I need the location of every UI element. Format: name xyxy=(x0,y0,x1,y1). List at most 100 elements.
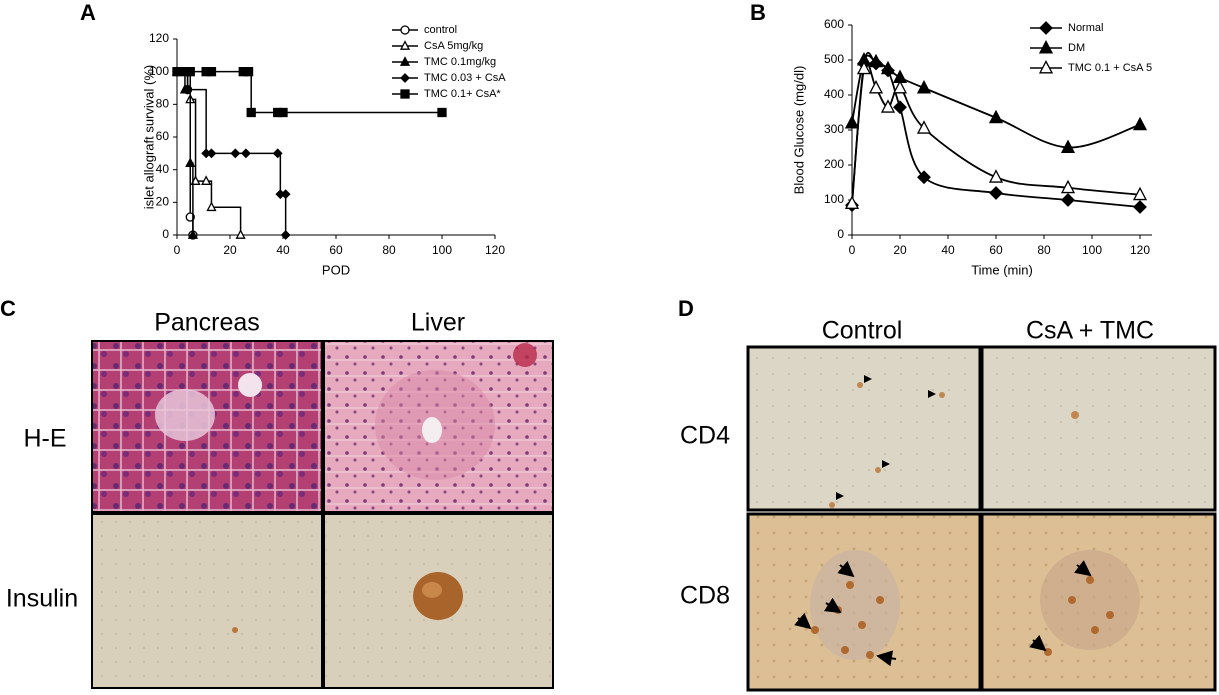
arrows xyxy=(1029,560,1092,652)
x-tick-label: 60 xyxy=(329,243,343,257)
y-axis-title: islet allograft survival (%) xyxy=(141,65,156,210)
legend-label: Normal xyxy=(1068,22,1103,34)
panel-letter: A xyxy=(80,0,96,25)
y-tick-label: 500 xyxy=(824,52,844,66)
x-tick-label: 20 xyxy=(893,243,907,257)
marker xyxy=(280,189,291,200)
row-header: CD4 xyxy=(680,422,730,450)
marker xyxy=(201,175,212,185)
marker xyxy=(185,157,196,167)
x-axis-title: POD xyxy=(322,262,350,277)
marker xyxy=(400,89,410,99)
marker xyxy=(182,84,193,95)
legend-label: TMC 0.03 + CsA xyxy=(424,72,506,84)
marker xyxy=(868,80,884,94)
x-tick-label: 0 xyxy=(849,243,856,257)
marker xyxy=(206,201,217,212)
marker xyxy=(989,186,1003,200)
marker xyxy=(868,53,884,68)
marker xyxy=(917,170,931,185)
column-header: CsA + TMC xyxy=(1026,317,1154,345)
marker xyxy=(892,80,908,94)
y-tick-label: 40 xyxy=(156,162,170,176)
y-tick-label: 0 xyxy=(162,227,169,241)
step-line xyxy=(187,88,207,154)
x-tick-label: 120 xyxy=(1130,243,1150,257)
marker xyxy=(240,148,251,159)
marker xyxy=(246,107,256,118)
y-tick-label: 300 xyxy=(824,122,844,136)
y-tick-label: 120 xyxy=(149,31,169,45)
marker xyxy=(230,148,241,159)
legend-label: DM xyxy=(1068,42,1085,54)
legend-label: TMC 0.1 + CsA 5 xyxy=(1068,62,1152,74)
arrows xyxy=(794,560,897,667)
y-tick-label: 600 xyxy=(824,17,844,31)
x-tick-label: 100 xyxy=(1082,243,1102,257)
marker xyxy=(400,25,410,35)
x-axis-title: Time (min) xyxy=(971,262,1033,277)
marker xyxy=(1038,60,1054,74)
micrograph xyxy=(980,345,1217,512)
stain xyxy=(857,382,863,388)
micrograph xyxy=(91,513,323,689)
x-tick-label: 80 xyxy=(382,243,396,257)
marker xyxy=(206,67,217,77)
marker xyxy=(187,229,198,239)
x-tick-label: 0 xyxy=(174,243,181,257)
column-header: Liver xyxy=(411,309,465,337)
x-tick-label: 20 xyxy=(223,243,237,257)
marker xyxy=(893,100,907,115)
panel-letter: C xyxy=(0,296,16,321)
y-tick-label: 200 xyxy=(824,157,844,171)
islet xyxy=(1040,550,1140,650)
y-tick-label: 0 xyxy=(837,227,844,241)
legend-label: control xyxy=(424,24,457,36)
marker xyxy=(278,107,288,118)
step-line xyxy=(277,152,282,195)
column-header: Control xyxy=(822,317,903,345)
row-header: Insulin xyxy=(6,585,78,613)
y-tick-label: 100 xyxy=(824,192,844,206)
islet xyxy=(810,550,900,660)
stain xyxy=(1071,411,1079,419)
vessel xyxy=(238,373,262,397)
marker xyxy=(1132,186,1148,201)
marker xyxy=(844,195,860,209)
stain xyxy=(232,627,238,633)
marker xyxy=(400,73,410,83)
y-axis-title: Blood Glucose (mg/dl) xyxy=(791,66,806,195)
marker xyxy=(1132,116,1148,131)
y-tick-label: 60 xyxy=(156,129,170,143)
y-tick-label: 80 xyxy=(156,97,170,111)
marker xyxy=(916,80,932,94)
marker xyxy=(206,148,217,159)
column-header: Pancreas xyxy=(154,309,260,337)
x-tick-label: 120 xyxy=(485,243,505,257)
panel-letter: D xyxy=(678,296,694,321)
marker xyxy=(856,60,872,75)
x-tick-label: 60 xyxy=(989,243,1003,257)
marker xyxy=(399,40,411,50)
marker xyxy=(437,107,447,118)
marker xyxy=(1060,139,1076,153)
vessel xyxy=(422,417,442,443)
marker xyxy=(1133,200,1147,214)
marker xyxy=(235,229,246,239)
marker xyxy=(1060,179,1076,194)
panel-letter: B xyxy=(750,0,766,25)
marker xyxy=(399,56,411,66)
micrographs-d xyxy=(746,345,1217,692)
legend-label: CsA 5mg/kg xyxy=(424,40,483,52)
step-line xyxy=(248,70,252,113)
marker xyxy=(1038,40,1054,54)
marker xyxy=(243,67,254,77)
stain xyxy=(939,392,945,398)
islet xyxy=(155,389,215,441)
row-header: CD8 xyxy=(680,582,730,610)
legend-label: TMC 0.1+ CsA* xyxy=(424,88,501,100)
step-line xyxy=(211,206,242,235)
y-tick-label: 100 xyxy=(149,64,169,78)
x-tick-label: 40 xyxy=(941,243,955,257)
